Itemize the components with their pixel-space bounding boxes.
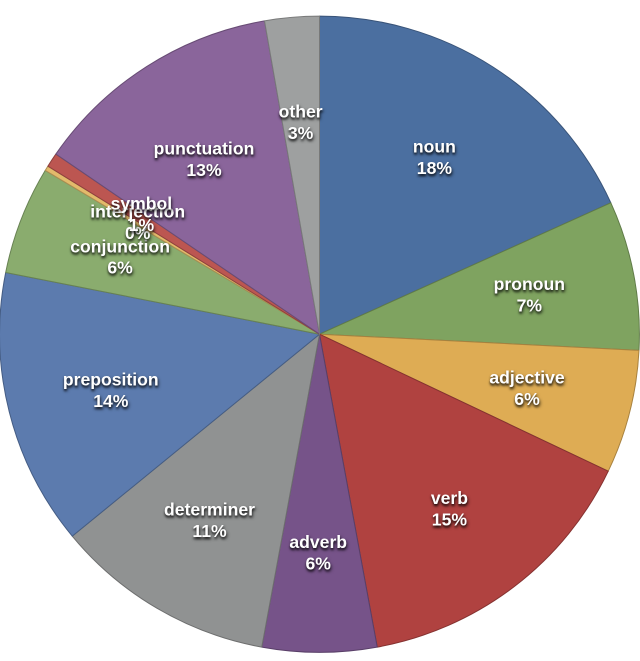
svg-text:adverb6%: adverb 6%: [289, 532, 347, 573]
svg-text:punctuation13%: punctuation 13%: [154, 138, 255, 179]
svg-text:other3%: other 3%: [279, 102, 323, 143]
svg-text:verb15%: verb 15%: [431, 488, 468, 529]
svg-text:conjunction6%: conjunction 6%: [70, 236, 170, 277]
svg-text:adjective6%: adjective 6%: [489, 367, 565, 408]
svg-text:pronoun7%: pronoun 7%: [494, 274, 565, 315]
svg-text:noun18%: noun 18%: [413, 136, 456, 177]
svg-text:determiner11%: determiner 11%: [164, 500, 255, 541]
svg-text:interjection0%: interjection 0%: [90, 202, 185, 243]
svg-text:symbol1%: symbol 1%: [111, 194, 173, 235]
svg-text:preposition14%: preposition 14%: [63, 369, 159, 410]
